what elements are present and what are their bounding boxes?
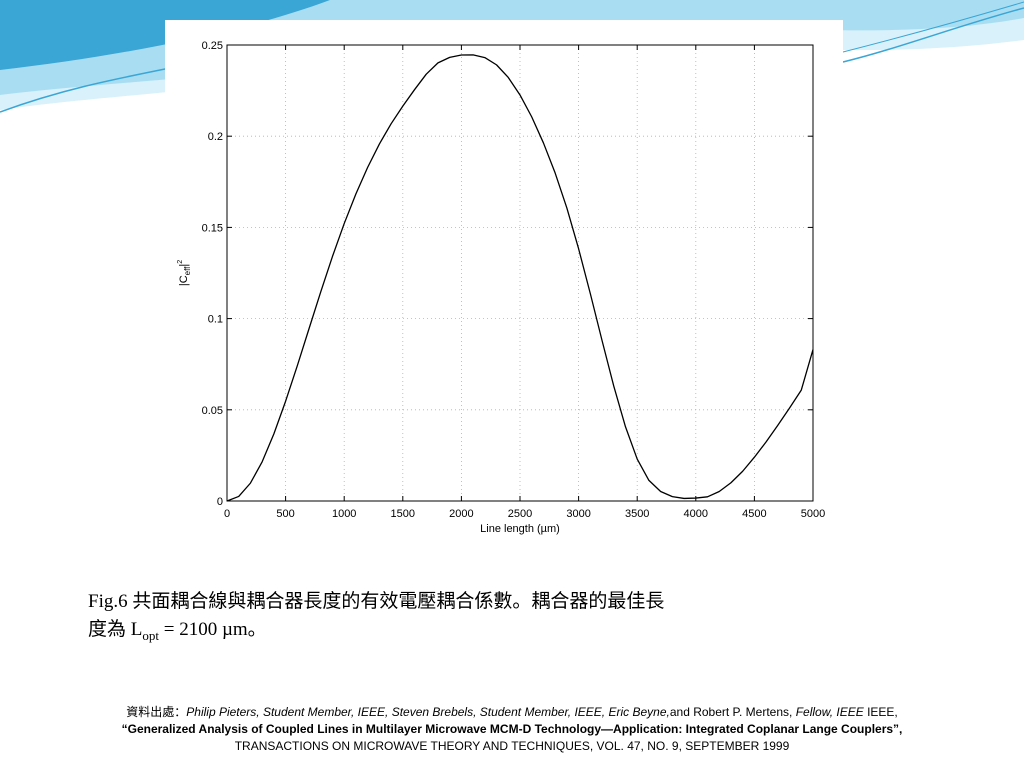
caption-line-2-suffix: = 2100 µm。	[158, 619, 267, 640]
y-axis-label-sup: 2	[177, 260, 184, 264]
citation-authors-fellow: Fellow, IEEE	[795, 705, 864, 719]
x-tick-label: 2500	[508, 508, 532, 520]
caption-lopt-subscript: opt	[142, 627, 159, 643]
grid-layer	[227, 45, 813, 501]
citation-authors-line: 資料出處：Philip Pieters, Student Member, IEE…	[0, 704, 1024, 721]
citation-label: 資料出處：	[126, 705, 187, 719]
citation-authors-end: IEEE,	[863, 705, 898, 719]
caption-line-2: 度為 Lopt = 2100 µm。	[88, 616, 888, 650]
citation-title: “Generalized Analysis of Coupled Lines i…	[121, 722, 903, 736]
caption-line-2-prefix: 度為 L	[88, 619, 143, 640]
source-citation: 資料出處：Philip Pieters, Student Member, IEE…	[0, 704, 1024, 755]
x-tick-label: 5000	[801, 508, 825, 520]
x-tick-label: 1000	[332, 508, 356, 520]
x-tick-label: 2000	[449, 508, 473, 520]
x-axis-label: Line length (µm)	[480, 523, 560, 535]
x-tick-label: 4500	[742, 508, 766, 520]
y-tick-label: 0.2	[208, 131, 223, 143]
y-tick-label: 0.15	[202, 222, 223, 234]
coupling-curve-line	[226, 54, 814, 502]
x-tick-label: 3000	[566, 508, 590, 520]
y-tick-label: 0	[217, 496, 223, 508]
caption-line-1: Fig.6 共面耦合線與耦合器長度的有效電壓耦合係數。耦合器的最佳長	[88, 591, 665, 612]
y-tick-label: 0.05	[202, 405, 223, 417]
citation-journal: TRANSACTIONS ON MICROWAVE THEORY AND TEC…	[234, 739, 790, 753]
y-axis-label: |Ceff|2	[177, 260, 192, 286]
x-tick-label: 3500	[625, 508, 649, 520]
tick-layer: 0 500 1000 1500 2000 2500 3000 3500 4000 4500 5000…	[202, 40, 826, 520]
swoosh-line-right-2	[842, 1, 1024, 53]
y-tick-label: 0.25	[202, 40, 223, 52]
x-tick-label: 0	[224, 508, 230, 520]
citation-authors: Philip Pieters, Student Member, IEEE, St…	[186, 705, 670, 719]
x-tick-label: 1500	[391, 508, 415, 520]
y-tick-label: 0.1	[208, 314, 223, 326]
swoosh-line-left	[0, 67, 171, 113]
y-axis-label-sub: eff	[183, 266, 192, 276]
citation-authors-mid: and Robert P. Mertens,	[669, 705, 796, 719]
curve-layer	[226, 54, 814, 502]
swoosh-line-right	[842, 7, 1024, 63]
x-tick-label: 4000	[684, 508, 708, 520]
coupling-coefficient-chart: 0 500 1000 1500 2000 2500 3000 3500 4000 4500 5000…	[177, 40, 826, 535]
y-axis-label-end: |	[178, 264, 190, 267]
figure-panel: 0 500 1000 1500 2000 2500 3000 3500 4000 4500 5000…	[165, 20, 843, 554]
y-axis-label-main: |C	[178, 275, 190, 286]
x-tick-label: 500	[276, 508, 294, 520]
figure-caption: Fig.6 共面耦合線與耦合器長度的有效電壓耦合係數。耦合器的最佳長 度為 Lo…	[88, 588, 888, 650]
